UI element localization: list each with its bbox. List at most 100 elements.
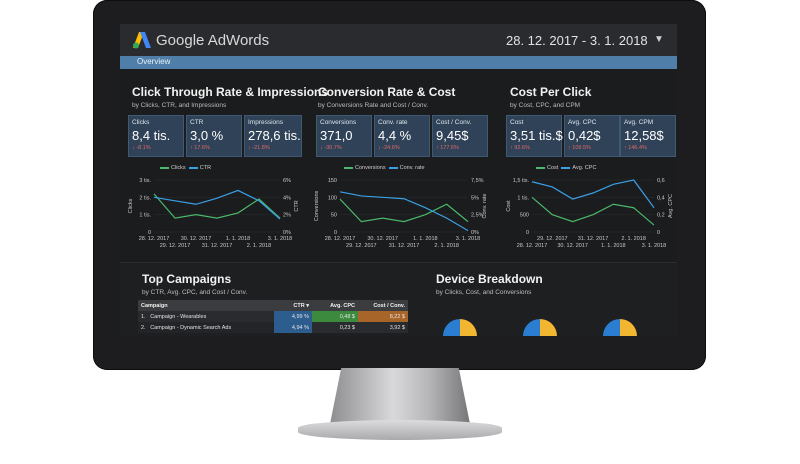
kpi-card-conversions[interactable]: Conversions 371,0 ↓ -30.7%: [316, 115, 372, 157]
col-header-campaign[interactable]: Campaign: [138, 300, 274, 311]
ctr-cell: 4,94 %: [274, 322, 312, 333]
kpi-value: 12,58$: [624, 128, 664, 143]
x-tick-label: 29. 12. 2017: [160, 243, 191, 249]
section-title: Conversion Rate & Cost: [318, 85, 456, 99]
kpi-delta-value: 146.4%: [628, 145, 647, 151]
y2-tick-label: 0,6: [657, 178, 665, 184]
y-axis-label: Cost: [506, 200, 512, 212]
section-subtitle: by Clicks, CTR, and Impressions: [132, 102, 227, 109]
series-line-avg-cpc: [531, 179, 655, 209]
legend-label: Cost: [547, 165, 559, 171]
x-tick-label: 3. 1. 2018: [456, 236, 480, 242]
header-bar: Google AdWords 28. 12. 2017 - 3. 1. 2018…: [120, 24, 677, 56]
kpi-delta: ↓ -8.1%: [132, 145, 151, 151]
y-tick-label: 1,5 tis.: [513, 178, 530, 184]
table-row[interactable]: 2. Campaign - Dynamic Search Ads 4,94 % …: [138, 322, 408, 333]
dashboard-screen: Google AdWords 28. 12. 2017 - 3. 1. 2018…: [120, 24, 677, 336]
y-tick-label: 1 tis.: [517, 195, 529, 201]
device-pie-conversions[interactable]: [603, 319, 637, 336]
x-tick-label: 3. 1. 2018: [268, 236, 292, 242]
kpi-delta: ↓ -30.7%: [320, 145, 342, 151]
kpi-delta-value: 109.5%: [572, 145, 591, 151]
y-tick-label: 100: [328, 195, 337, 201]
y2-axis-label: CTR: [294, 200, 300, 211]
kpi-value: 4,4 %: [378, 128, 412, 143]
tab-overview[interactable]: Overview: [137, 57, 171, 66]
kpi-card-avg-cpc[interactable]: Avg. CPC 0,42$ ↑ 109.5%: [564, 115, 620, 157]
cost-conv-cell: 3,92 $: [358, 322, 408, 333]
kpi-delta-value: -8.1%: [136, 145, 151, 151]
kpi-card-conv-rate[interactable]: Conv. rate 4,4 % ↓ -24.6%: [374, 115, 430, 157]
clicks-ctr-line-chart: 3 tis. 2 tis. 1 tis. 0 6% 4% 2% 0% Clicks CTR 28. …: [128, 178, 300, 249]
y-tick-label: 0: [148, 230, 151, 236]
legend-label: CTR: [199, 165, 212, 171]
section-campaigns: Top Campaigns by CTR, Avg. CPC, and Cost…: [142, 272, 247, 296]
chevron-down-icon[interactable]: ▼: [654, 34, 664, 45]
x-tick-label: 2. 1. 2018: [434, 243, 458, 249]
col-header-cost-conv[interactable]: Cost / Conv.: [358, 300, 408, 311]
kpi-card-clicks[interactable]: Clicks 8,4 tis. ↓ -8.1%: [128, 115, 184, 157]
kpi-card-cost[interactable]: Cost 3,51 tis.$ ↑ 92.6%: [506, 115, 563, 157]
header-label: CTR: [293, 302, 305, 309]
campaigns-table: Campaign CTR ▾ Avg. CPC Cost / Conv. 1. …: [138, 300, 408, 333]
cost-cpc-line-chart: 1,5 tis. 1 tis. 500 0 0,6 0,4 0,2 0 Cost Avg. CPC…: [506, 178, 674, 249]
section-title: Top Campaigns: [142, 272, 232, 286]
x-tick-label: 29. 12. 2017: [537, 236, 568, 242]
section-ctr: Click Through Rate & Impressions by Clic…: [132, 85, 328, 109]
kpi-card-ctr[interactable]: CTR 3,0 % ↑ 17.6%: [186, 115, 242, 157]
kpi-label: Conv. rate: [378, 119, 408, 126]
y2-tick-label: 2,5%: [471, 213, 484, 219]
x-tick-label: 1. 1. 2018: [413, 236, 437, 242]
series-line-ctr: [153, 189, 281, 220]
device-pie-clicks[interactable]: [443, 319, 477, 336]
col-header-ctr[interactable]: CTR ▾: [274, 300, 312, 311]
y-tick-label: 3 tis.: [139, 178, 151, 184]
x-tick-label: 31. 12. 2017: [389, 243, 420, 249]
kpi-value: 371,0: [320, 128, 353, 143]
monitor-stand: [330, 368, 470, 424]
row-index: 1.: [141, 313, 146, 320]
section-subtitle: by Clicks, Cost, and Conversions: [436, 289, 532, 296]
date-range-selector[interactable]: 28. 12. 2017 - 3. 1. 2018: [506, 33, 648, 48]
kpi-value: 3,51 tis.$: [510, 128, 563, 143]
x-tick-label: 2. 1. 2018: [247, 243, 271, 249]
kpi-card-impressions[interactable]: Impressions 278,6 tis. ↓ -21.8%: [244, 115, 302, 157]
legend-swatch: [388, 166, 398, 169]
x-tick-label: 1. 1. 2018: [601, 243, 625, 249]
section-subtitle: by Cost, CPC, and CPM: [510, 102, 581, 109]
section-cpc: Cost Per Click by Cost, CPC, and CPM: [510, 85, 591, 109]
campaign-name: Campaign - Dynamic Search Ads: [150, 324, 232, 331]
kpi-delta-value: 17.6%: [194, 145, 210, 151]
x-tick-label: 3. 1. 2018: [642, 243, 666, 249]
chart-legend: Clicks CTR: [160, 165, 211, 171]
legend-label: Clicks: [171, 165, 186, 171]
table-header-row: Campaign CTR ▾ Avg. CPC Cost / Conv.: [138, 300, 408, 311]
x-tick-label: 30. 12. 2017: [181, 236, 212, 242]
x-tick-label: 28. 12. 2017: [325, 236, 356, 242]
section-title: Cost Per Click: [510, 85, 592, 99]
ctr-cell: 4,99 %: [274, 311, 312, 322]
table-row[interactable]: 1. Campaign - Wearables 4,99 % 0,48 $ 8,…: [138, 311, 408, 322]
kpi-value: 278,6 tis.: [248, 128, 301, 143]
series-line-conversions: [339, 198, 469, 223]
x-tick-label: 2. 1. 2018: [621, 236, 645, 242]
kpi-card-avg-cpm[interactable]: Avg. CPM 12,58$ ↑ 146.4%: [620, 115, 676, 157]
header-label: Cost / Conv.: [373, 302, 405, 309]
kpi-delta-value: 177.6%: [440, 145, 459, 151]
x-tick-label: 28. 12. 2017: [139, 236, 170, 242]
device-pie-cost[interactable]: [523, 319, 557, 336]
kpi-card-cost-per-conv[interactable]: Cost / Conv. 9,45$ ↑ 177.6%: [432, 115, 488, 157]
legend-label: Avg. CPC: [572, 165, 597, 171]
legend-label: Conversions: [355, 165, 386, 171]
monitor-base: [298, 420, 502, 440]
col-header-avg-cpc[interactable]: Avg. CPC: [312, 300, 358, 311]
legend-label: Conv. rate: [399, 165, 425, 171]
kpi-label: Clicks: [132, 119, 150, 126]
series-line-conv-rate: [339, 191, 469, 232]
y-axis-label: Conversions: [314, 190, 320, 221]
y-tick-label: 1 tis.: [139, 213, 151, 219]
legend-swatch: [536, 166, 545, 169]
y-tick-label: 0: [334, 230, 337, 236]
series-line-clicks: [153, 193, 281, 219]
y2-tick-label: 0%: [471, 230, 479, 236]
